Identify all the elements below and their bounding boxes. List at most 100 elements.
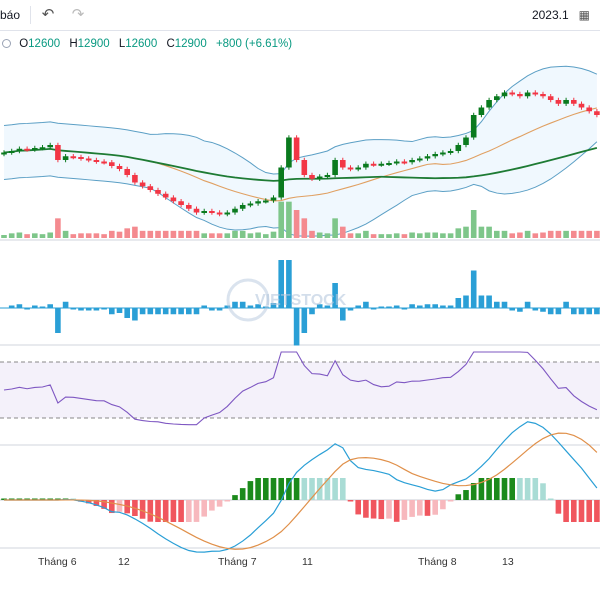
volume-bar [109,230,115,238]
candle-body [263,200,269,203]
flow-bar [139,308,146,315]
undo-icon[interactable]: ↶ [41,6,55,23]
flow-bar [209,308,215,311]
volume-bar [340,226,346,238]
volume-bar [24,234,30,238]
candle-body [101,161,107,164]
candle-body [517,94,523,97]
flow-bar [355,305,361,308]
macd-histogram-bar [232,495,238,500]
flow-bar [540,308,546,312]
close-value: 12900 [174,38,207,50]
macd-histogram-bar [324,478,331,500]
flow-bar [478,295,485,308]
flow-bar [270,303,277,308]
flow-bar [447,305,454,308]
watermark: VIETSTOCK [226,278,347,322]
macd-histogram-bar [186,500,192,522]
money-flow-bars [0,260,600,346]
rsi-pane [0,351,600,426]
macd-histogram-bar [116,500,123,512]
volume-bar [355,233,361,238]
macd-histogram-bar [355,500,361,515]
macd-histogram-bar [139,500,146,519]
macd-histogram-bar [571,500,577,522]
flow-bar [586,308,592,315]
candle-body [209,211,215,213]
candle-body [124,169,130,175]
candle-body [478,107,485,115]
candle-body [494,96,500,100]
candle-body [232,208,238,213]
macd-histogram-bar [494,478,500,500]
candle-body [278,167,284,198]
macd-histogram-bar [155,500,161,522]
flow-bar [216,308,223,311]
macd-histogram-bar [147,500,154,522]
redo-icon[interactable]: ↷ [71,6,85,23]
macd-histogram-bar [93,500,100,506]
candle-body [301,160,308,175]
top-toolbar: báo ↶ ↷ 2023.1 ▦ [0,0,600,31]
ohlc-legend: O12600 H12900 L12600 C12900 +800 (+6.61%… [0,38,292,54]
volume-bar [324,233,331,238]
flow-bar [524,301,531,308]
volume-bar [178,230,184,238]
macd-histogram-bar [478,478,485,500]
macd-histogram-bar [193,500,200,522]
flow-bar [455,298,462,308]
candle-body [340,160,346,168]
flow-bar [386,306,392,308]
flow-bar [132,308,138,321]
flow-bar [370,308,377,310]
volume-bar [393,233,400,238]
high-value: 12900 [77,38,110,50]
macd-histogram-bar [370,500,377,519]
candle-body [363,163,369,168]
volume-bar [363,230,369,238]
flow-bar [563,301,569,308]
candle-body [355,167,361,170]
volume-bar [201,233,207,238]
macd-histogram-bar [517,478,523,500]
indicator-lines [3,65,598,237]
bollinger-lower-line [3,141,598,237]
macd-histogram-bar [8,498,15,500]
date-range-label[interactable]: 2023.1 [531,8,569,22]
candle-body [78,157,84,159]
volume-bar [216,233,223,238]
flow-bar [424,304,431,308]
toolbar-label[interactable]: báo [0,8,21,22]
candle-body [324,175,331,177]
low-value: 12600 [125,38,158,50]
macd-histogram-bar [309,478,315,500]
candle-body [293,137,300,160]
volume-bar [440,233,446,238]
volume-bar [62,230,69,238]
candle-body [578,103,585,108]
candle-body [401,161,408,164]
volume-bar [39,234,46,238]
volume-bar [316,232,323,238]
candle-body [309,175,315,179]
candle-body [178,201,184,205]
flow-bar [517,308,523,312]
flow-bar [16,304,23,308]
macd-histogram-bar [224,500,231,502]
volume-bar [409,232,415,238]
legend-dot-icon [2,39,11,49]
calendar-icon[interactable]: ▦ [578,8,590,22]
flow-bar [440,305,446,308]
macd-histogram-bar [555,500,562,514]
flow-bar [47,304,53,308]
flow-bar [309,308,315,315]
candle-body [447,151,454,153]
macd-histogram-bar [393,500,400,522]
macd-histogram-bar [378,500,385,520]
volume-bar [239,230,246,238]
macd-histogram-bar [486,478,492,500]
candle-body [132,175,138,183]
rsi-band [0,362,600,418]
candle-body [85,158,92,161]
